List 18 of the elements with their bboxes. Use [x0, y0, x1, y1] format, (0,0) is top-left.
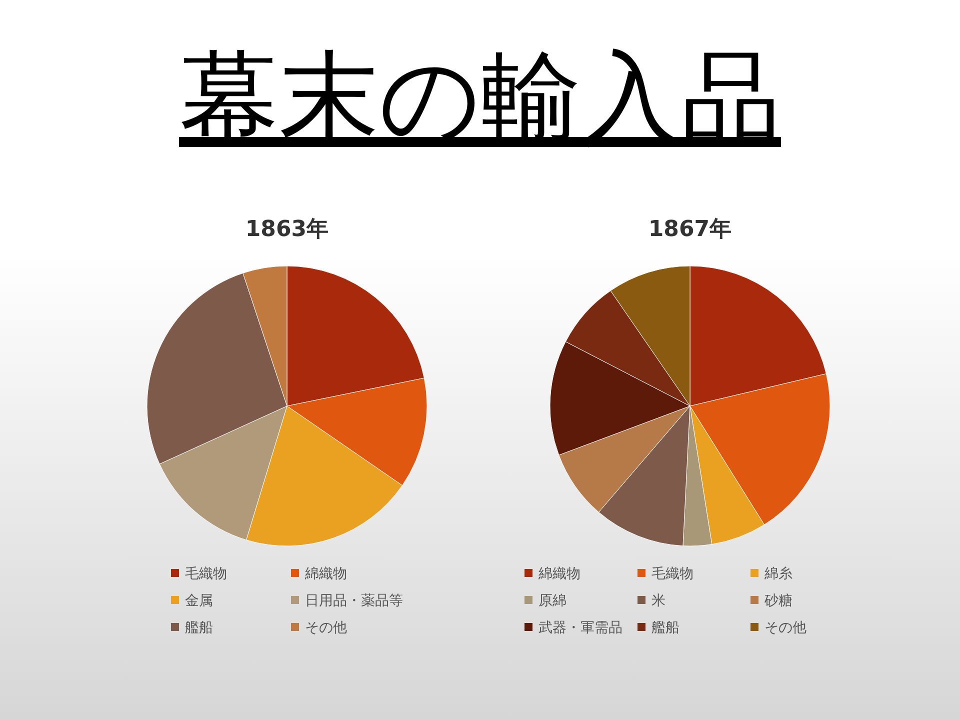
legend-label: 毛織物: [652, 566, 694, 582]
legend-label: 艦船: [185, 620, 213, 636]
legend-label: 綿織物: [538, 566, 580, 582]
chart-title: 1867年: [648, 217, 732, 242]
chart-title: 1863年: [245, 217, 329, 242]
legend-label: 原綿: [538, 593, 566, 609]
page-heading: 幕末の輸入品: [179, 39, 781, 156]
legend-label: 砂糖: [764, 593, 792, 609]
legend-label: 武器・軍需品: [538, 620, 622, 636]
legend-label: 艦船: [652, 620, 680, 636]
legend-label: 毛織物: [185, 566, 227, 582]
legend-label: 日用品・薬品等: [305, 593, 403, 609]
legend-label: その他: [764, 620, 806, 636]
legend-label: 綿織物: [304, 566, 347, 582]
legend-label: 金属: [185, 593, 213, 609]
legend-label: 綿糸: [764, 566, 792, 582]
legend-label: 米: [652, 593, 666, 609]
legend-label: その他: [305, 620, 347, 636]
